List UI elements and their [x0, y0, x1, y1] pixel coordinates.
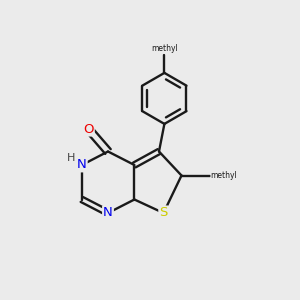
Text: O: O	[83, 122, 94, 136]
Text: methyl: methyl	[151, 44, 178, 53]
Text: N: N	[77, 158, 87, 172]
Text: methyl: methyl	[211, 171, 237, 180]
Text: N: N	[103, 206, 113, 220]
Text: S: S	[159, 206, 168, 220]
Text: H: H	[67, 153, 76, 164]
